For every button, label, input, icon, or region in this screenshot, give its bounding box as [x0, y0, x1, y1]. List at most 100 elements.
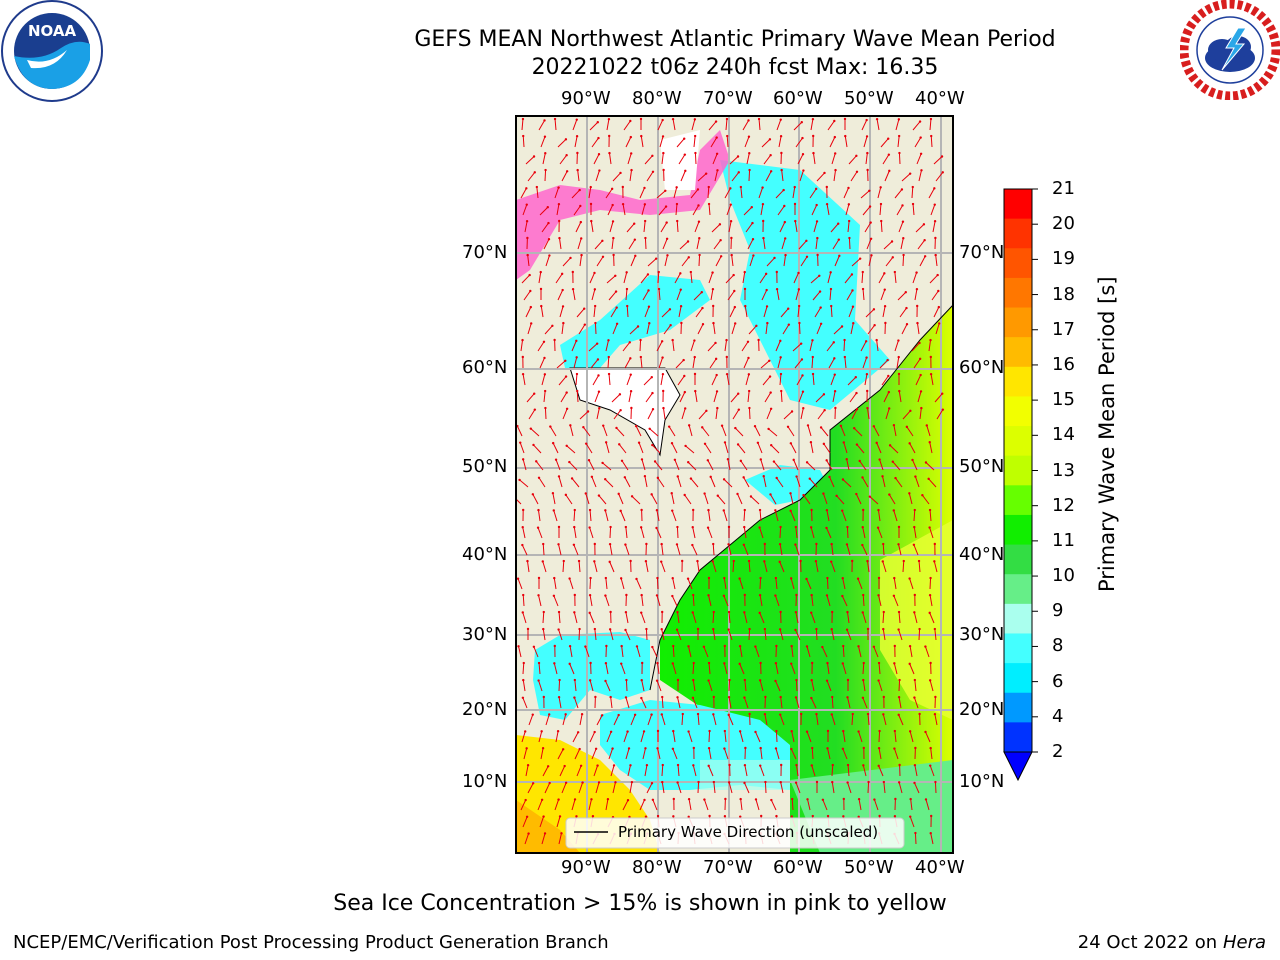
wave-direction-arrowhead [568, 577, 571, 580]
wave-direction-arrowhead [683, 137, 686, 140]
wave-direction-arrow [781, 238, 786, 250]
wave-direction-arrowhead [877, 576, 881, 580]
wave-direction-arrowhead [908, 644, 912, 648]
wave-direction-arrow [698, 410, 707, 420]
wave-direction-arrow [596, 408, 600, 420]
wave-direction-arrow [734, 427, 744, 437]
wave-direction-arrow [688, 646, 692, 658]
wave-direction-arrow [833, 326, 843, 335]
wave-direction-arrow [849, 392, 857, 403]
wave-direction-arrow [830, 561, 836, 573]
wave-direction-arrowhead [589, 576, 592, 580]
wave-direction-arrow [917, 239, 926, 250]
wave-direction-arrowhead [892, 509, 895, 512]
wave-direction-arrow [796, 375, 803, 386]
wave-direction-arrowhead [844, 134, 847, 138]
wave-direction-arrowhead [698, 253, 701, 257]
wave-direction-arrowhead [913, 611, 916, 614]
wave-direction-arrowhead [600, 714, 604, 717]
wave-direction-arrowhead [858, 257, 862, 260]
map-frame [515, 115, 954, 854]
wave-direction-arrowhead [878, 814, 881, 818]
colorbar-tick-label: 14 [1052, 424, 1075, 446]
wave-direction-arrow [540, 136, 546, 148]
wave-direction-arrowhead [929, 576, 932, 580]
wave-direction-arrowhead [758, 679, 762, 682]
wave-direction-arrowhead [770, 444, 773, 447]
wave-direction-arrow [883, 241, 893, 250]
wave-direction-arrow [742, 120, 749, 131]
wave-direction-arrowhead [882, 713, 885, 716]
wave-direction-arrow [660, 374, 664, 386]
wave-direction-arrowhead [564, 138, 568, 141]
wave-direction-arrowhead [676, 781, 679, 784]
wave-direction-arrowhead [560, 832, 563, 835]
wave-direction-arrow [538, 680, 543, 692]
wave-direction-arrowhead [798, 321, 801, 325]
wave-direction-arrowhead [637, 441, 641, 444]
wave-direction-arrowhead [527, 832, 530, 835]
wave-direction-arrow [794, 544, 800, 556]
wave-direction-arrowhead [861, 270, 864, 274]
wave-direction-arrow [779, 714, 785, 726]
wave-direction-arrowhead [675, 628, 679, 631]
wave-direction-arrowhead [551, 324, 554, 328]
wave-direction-arrowhead [565, 170, 569, 173]
wave-direction-arrowhead [805, 645, 809, 648]
wave-direction-arrow [763, 561, 768, 573]
wave-direction-arrowhead [707, 764, 710, 768]
noaa-logo-text: NOAA [28, 22, 77, 40]
wave-direction-arrowhead [573, 593, 577, 597]
wave-direction-arrowhead [618, 393, 622, 396]
wave-direction-arrow [790, 443, 797, 454]
wave-direction-arrowhead [816, 253, 819, 257]
wave-direction-arrowhead [893, 662, 896, 665]
wave-direction-arrowhead [664, 189, 667, 192]
wave-direction-arrow [612, 323, 618, 335]
wave-direction-arrowhead [928, 441, 931, 444]
wave-direction-arrow [790, 663, 796, 675]
wave-direction-arrowhead [671, 338, 674, 342]
wave-direction-arrow [783, 255, 787, 267]
wave-direction-arrow [724, 442, 729, 454]
wave-direction-arrow [624, 358, 631, 369]
wave-direction-arrow [553, 510, 558, 522]
wave-direction-arrowhead [687, 256, 690, 259]
wave-direction-arrow [625, 629, 631, 641]
wave-direction-arrowhead [928, 526, 931, 529]
wave-direction-arrow [856, 444, 865, 454]
wave-direction-arrow [810, 697, 817, 709]
wave-direction-arrow [775, 663, 779, 675]
wave-direction-arrow [591, 476, 597, 488]
wave-direction-arrowhead [881, 560, 884, 563]
wave-direction-arrow [535, 461, 544, 471]
wave-direction-arrowhead [569, 256, 572, 260]
wave-direction-arrowhead [615, 426, 618, 430]
wave-direction-arrow [759, 273, 767, 284]
wave-direction-arrowhead [831, 763, 834, 767]
wave-direction-arrowhead [830, 713, 833, 716]
wave-direction-arrow [861, 271, 864, 284]
wave-direction-arrow [664, 255, 668, 267]
wave-direction-arrowhead [578, 188, 581, 192]
wave-direction-arrowhead [661, 780, 664, 784]
wave-direction-arrow [684, 494, 692, 505]
wave-direction-arrow [876, 340, 879, 352]
wave-direction-arrowhead [842, 815, 845, 818]
wave-direction-arrowhead [897, 543, 900, 546]
wave-direction-arrow [544, 325, 553, 335]
wave-direction-arrow [644, 306, 650, 318]
wave-direction-arrowhead [561, 305, 565, 308]
wave-direction-arrow [620, 578, 625, 590]
wave-direction-arrow [708, 765, 714, 777]
wave-direction-arrow [797, 306, 800, 318]
wave-direction-arrow [893, 663, 898, 675]
lat-label-left-30n: 30°N [462, 624, 508, 645]
wave-direction-arrowhead [822, 393, 826, 396]
wave-direction-arrowhead [743, 611, 746, 614]
wave-direction-arrow [522, 697, 528, 709]
wave-direction-arrowhead [704, 172, 708, 175]
wave-direction-arrowhead [575, 118, 578, 121]
wave-direction-arrow [692, 527, 696, 539]
wave-direction-arrowhead [826, 729, 830, 733]
